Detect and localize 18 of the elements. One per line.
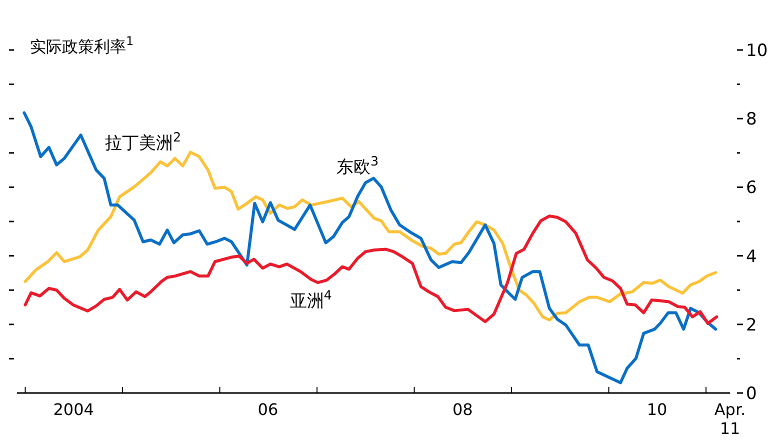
series-label: 亚洲$^{4}$ xyxy=(290,288,332,312)
y-tick-label: 0 xyxy=(746,384,757,404)
y-tick-label: 2 xyxy=(746,315,757,336)
series-label: 东欧$^{3}$ xyxy=(336,154,379,178)
x-tick-label: Apr. 11 xyxy=(714,400,746,438)
y-tick-label: 6 xyxy=(746,178,757,198)
line-series xyxy=(24,150,718,322)
x-tick-label: 2004 xyxy=(53,400,94,419)
series-label: 拉丁美洲$^{2}$ xyxy=(105,130,182,154)
y-tick-label: 8 xyxy=(746,110,757,130)
x-tick-label: 06 xyxy=(258,400,278,419)
x-tick-label: 08 xyxy=(452,400,473,419)
y-axis-title: 实际政策利率$^{1}$ xyxy=(30,34,134,56)
x-tick-label: 10 xyxy=(646,400,668,419)
line-series xyxy=(22,111,718,384)
y-tick-label: 10 xyxy=(746,41,768,61)
y-tick-label: 4 xyxy=(746,246,757,267)
line-series xyxy=(24,214,718,325)
